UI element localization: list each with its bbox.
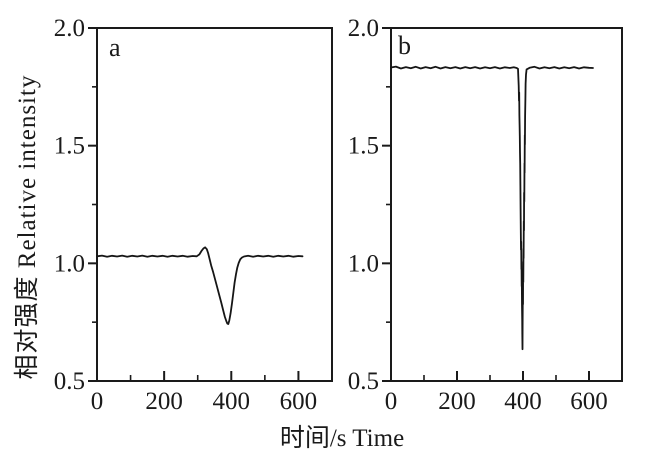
x-tick-label: 400: [504, 388, 542, 415]
y-tick-label: 1.5: [348, 133, 379, 160]
x-axis-label: 时间/s Time: [279, 425, 405, 452]
x-tick-label: 400: [213, 388, 251, 415]
y-tick-label: 2.0: [54, 15, 85, 42]
y-axis-label: 相对强度 Relative intensity: [14, 74, 41, 380]
x-tick-label: 200: [145, 388, 183, 415]
y-tick-label: 0.5: [348, 368, 379, 395]
x-tick-label: 0: [385, 388, 398, 415]
x-tick-label: 600: [280, 388, 318, 415]
panel-a-trace: [96, 246, 304, 325]
panel-b-trace: [390, 65, 594, 351]
y-tick-label: 0.5: [54, 368, 85, 395]
panel-a-label: a: [109, 33, 121, 62]
y-tick-label: 1.0: [348, 250, 379, 277]
panel-a-frame: [96, 27, 333, 382]
y-tick-label: 1.0: [54, 250, 85, 277]
x-tick-label: 600: [570, 388, 608, 415]
panel-b-label: b: [398, 31, 411, 60]
y-tick-label: 2.0: [348, 15, 379, 42]
x-tick-label: 0: [91, 388, 104, 415]
y-tick-label: 1.5: [54, 133, 85, 160]
panel-b-frame: [390, 27, 623, 382]
x-tick-label: 200: [438, 388, 476, 415]
